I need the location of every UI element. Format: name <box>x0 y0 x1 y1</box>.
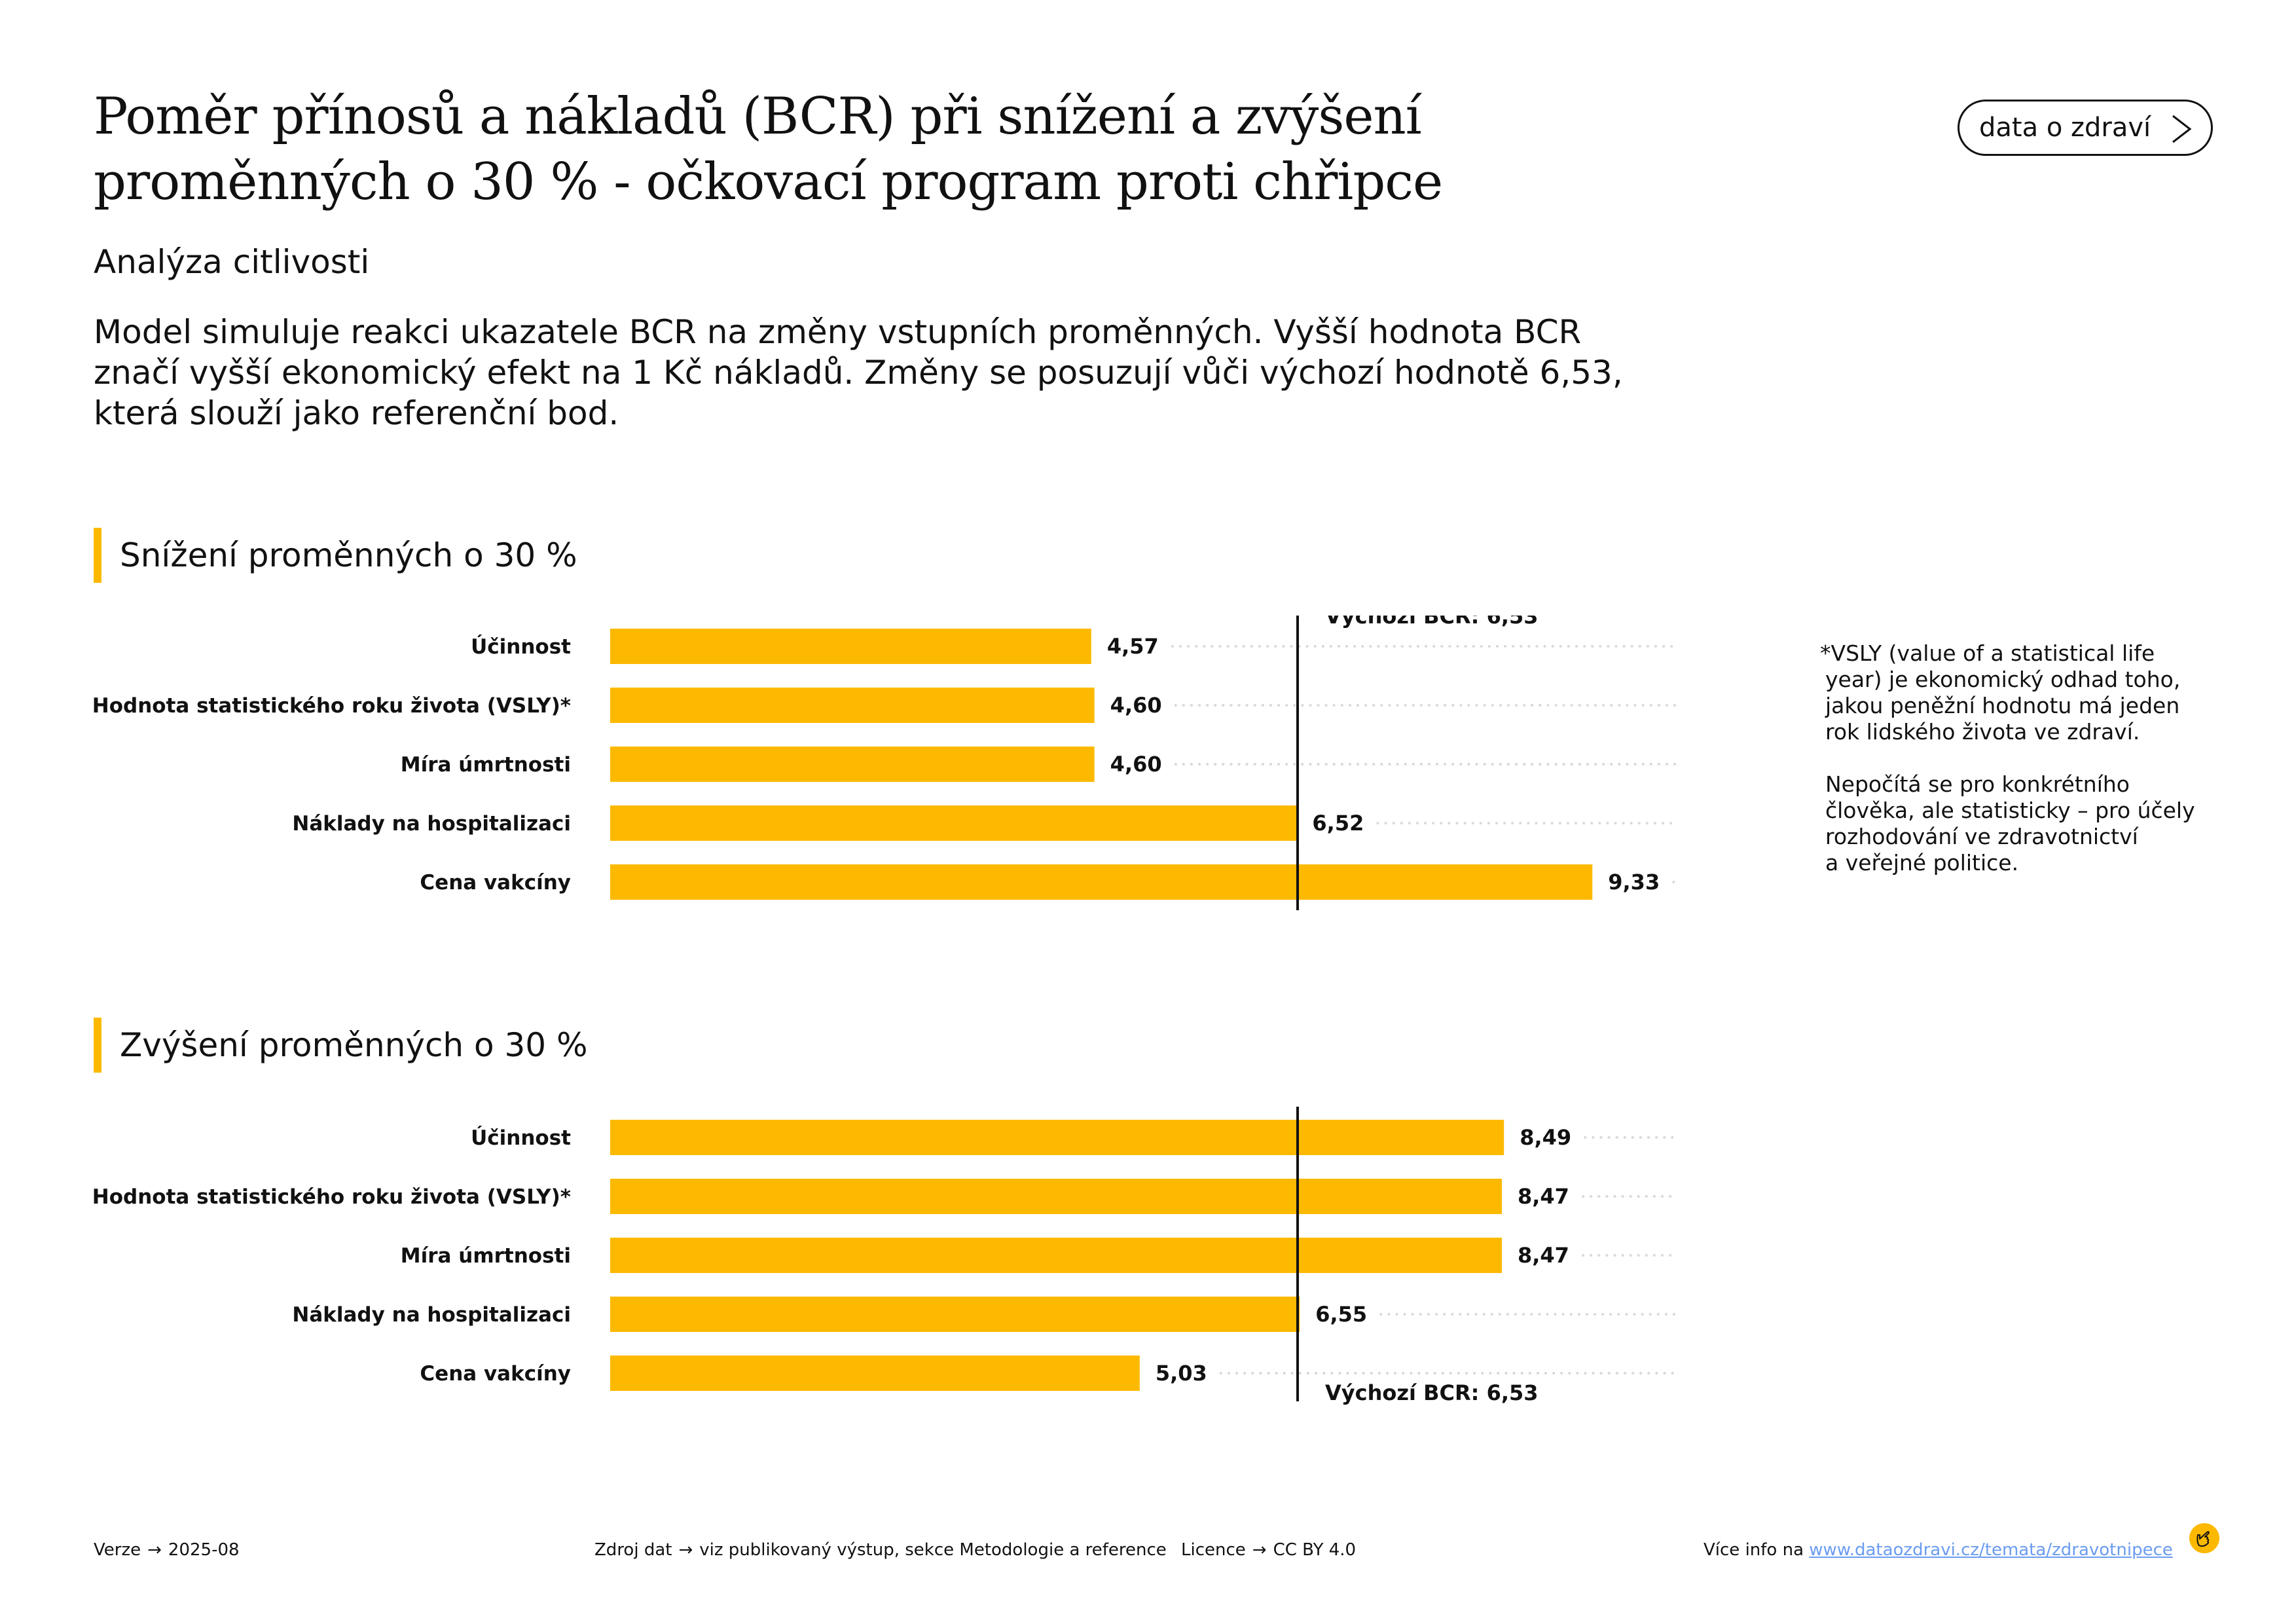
data-o-zdravi-button[interactable]: data o zdraví <box>1958 100 2213 156</box>
title-line-1: Poměr přínosů a nákladů (BCR) při snížen… <box>94 87 1422 146</box>
source-label: Zdroj dat <box>594 1540 672 1560</box>
footer-source: Zdroj dat → viz publikovaný výstup, sekce … <box>594 1540 1167 1560</box>
source-value: viz publikovaný výstup, sekce Metodologi… <box>699 1540 1167 1560</box>
nav-button-label: data o zdraví <box>1979 113 2151 143</box>
bar <box>610 864 1593 900</box>
title-line-2: proměnných o 30 % - očkovací program pro… <box>94 153 1443 212</box>
category-label: Cena vakcíny <box>420 1362 571 1386</box>
value-label: 8,49 <box>1520 1125 1571 1150</box>
note-p2-line-4: a veřejné politice. <box>1825 850 2019 876</box>
note-p2-line-2: člověka, ale statisticky – pro účely <box>1825 798 2195 823</box>
value-label: 4,60 <box>1110 693 1162 718</box>
category-label: Účinnost <box>471 1126 571 1150</box>
value-label: 6,55 <box>1315 1302 1367 1327</box>
bar <box>610 629 1091 664</box>
value-label: 9,33 <box>1608 870 1660 895</box>
vsly-footnote: *VSLY (value of a statistical life year)… <box>1820 640 2226 876</box>
bar <box>610 1356 1140 1391</box>
bar <box>610 1179 1502 1214</box>
version-label: Verze <box>94 1540 141 1560</box>
value-label: 8,47 <box>1518 1243 1569 1268</box>
footer-version: Verze → 2025-08 <box>94 1540 240 1560</box>
page-subtitle: Analýza citlivosti <box>94 243 370 281</box>
version-value: 2025-08 <box>168 1540 240 1560</box>
description-line-1: Model simuluje reakci ukazatele BCR na z… <box>94 313 1582 351</box>
note-line-2: year) je ekonomický odhad toho, <box>1825 667 2181 692</box>
reference-label: Výchozí BCR: 6,53 <box>1325 616 1538 629</box>
value-label: 5,03 <box>1156 1361 1207 1386</box>
category-label: Hodnota statistického roku života (VSLY)… <box>92 694 571 718</box>
note-line-3: jakou peněžní hodnotu má jeden <box>1825 693 2180 718</box>
note-line-1: *VSLY (value of a statistical life <box>1820 640 2155 666</box>
bar <box>610 747 1095 782</box>
note-p2-line-1: Nepočítá se pro konkrétního <box>1825 771 2130 797</box>
brand-logo <box>2189 1523 2219 1553</box>
more-info-link[interactable]: www.dataozdravi.cz/temata/zdravotnipece <box>1809 1540 2173 1560</box>
license-label: Licence <box>1181 1540 1246 1560</box>
description-line-3: která slouží jako referenční bod. <box>94 394 619 432</box>
description-line-2: značí vyšší ekonomický efekt na 1 Kč nák… <box>94 354 1623 392</box>
chevron-right-icon <box>2172 115 2192 143</box>
category-label: Hodnota statistického roku života (VSLY)… <box>92 1185 571 1209</box>
section-heading-decrease: Snížení proměnných o 30 % <box>94 528 577 583</box>
footer-more-info: Více info na www.dataozdravi.cz/temata/z… <box>1704 1540 2173 1560</box>
note-line-4: rok lidského života ve zdraví. <box>1825 719 2140 745</box>
chart-increase: Účinnost 8,49 Hodnota statistického roku ž… <box>92 1107 1677 1405</box>
bar <box>610 805 1297 841</box>
bar <box>610 688 1095 723</box>
category-label: Cena vakcíny <box>420 871 571 895</box>
pointing-hand-icon <box>2196 1531 2210 1547</box>
arrow-right-icon: → <box>678 1540 693 1560</box>
more-info-label: Více info na <box>1704 1540 1804 1560</box>
note-p2-line-3: rozhodování ve zdravotnictví <box>1825 824 2138 849</box>
license-value: CC BY 4.0 <box>1273 1540 1357 1560</box>
footer-license: Licence → CC BY 4.0 <box>1181 1540 1356 1560</box>
category-label: Náklady na hospitalizaci <box>292 812 571 836</box>
value-label: 4,60 <box>1110 752 1162 777</box>
category-label: Náklady na hospitalizaci <box>292 1303 571 1327</box>
category-label: Míra úmrtnosti <box>401 753 571 777</box>
value-label: 8,47 <box>1518 1184 1569 1209</box>
bar <box>610 1297 1300 1332</box>
reference-label: Výchozí BCR: 6,53 <box>1325 1380 1538 1405</box>
value-label: 6,52 <box>1312 811 1364 836</box>
category-label: Účinnost <box>471 635 571 659</box>
page-description: Model simuluje reakci ukazatele BCR na z… <box>94 312 1717 434</box>
section-heading-increase: Zvýšení proměnných o 30 % <box>94 1018 588 1073</box>
arrow-right-icon: → <box>147 1540 162 1560</box>
value-label: 4,57 <box>1107 634 1159 659</box>
bar <box>610 1120 1504 1155</box>
bar <box>610 1238 1502 1273</box>
category-label: Míra úmrtnosti <box>401 1244 571 1268</box>
page-title: Poměr přínosů a nákladů (BCR) při snížen… <box>94 84 1730 215</box>
chart-decrease: Účinnost 4,57 Hodnota statistického roku ž… <box>92 616 1677 910</box>
arrow-right-icon: → <box>1252 1540 1267 1560</box>
